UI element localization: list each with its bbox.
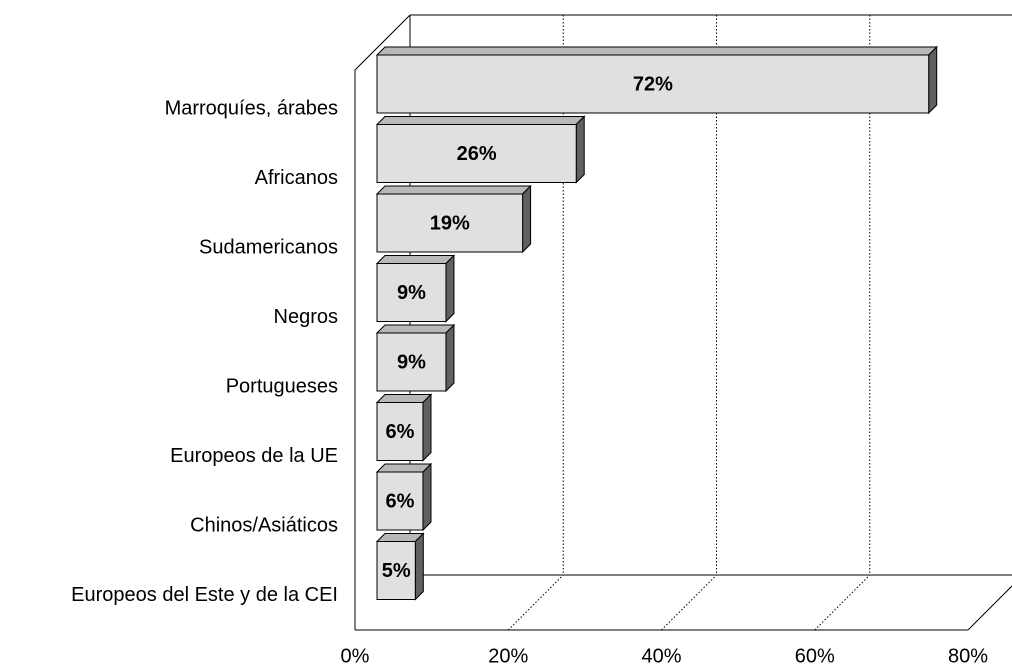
grid-line — [507, 574, 564, 631]
grid-line — [661, 574, 717, 631]
grid-line — [814, 574, 871, 631]
category-label: Africanos — [255, 167, 338, 189]
x-tick-label: 60% — [795, 645, 835, 667]
value-label: 9% — [397, 282, 426, 304]
x-tick-label: 20% — [488, 645, 528, 667]
value-label: 19% — [430, 212, 470, 234]
bar-side — [445, 323, 455, 393]
bar-side — [575, 115, 585, 184]
bar-top — [375, 463, 433, 473]
bar — [376, 332, 447, 392]
bar — [376, 193, 524, 253]
bar — [376, 471, 424, 531]
value-label: 72% — [633, 73, 673, 95]
bar-side — [414, 532, 424, 601]
bar — [376, 124, 577, 183]
bar — [376, 263, 447, 322]
bar — [376, 541, 416, 600]
value-label: 26% — [457, 143, 497, 165]
bar-top — [375, 394, 433, 403]
floor-right — [967, 585, 1012, 631]
category-label: Chinos/Asiáticos — [190, 514, 338, 536]
category-label: Marroquíes, árabes — [165, 97, 338, 119]
value-label: 5% — [382, 560, 411, 582]
side-wall — [354, 14, 411, 630]
bar-side — [422, 462, 432, 532]
bar-side — [928, 45, 938, 115]
bar-side — [445, 254, 455, 323]
bar-side — [522, 184, 532, 254]
bar-top — [375, 116, 586, 125]
bar-top — [375, 255, 456, 264]
bar-top — [375, 46, 938, 56]
value-label: 9% — [397, 351, 426, 373]
value-label: 6% — [386, 421, 415, 443]
category-label: Europeos del Este y de la CEI — [71, 584, 338, 606]
category-label: Europeos de la UE — [170, 445, 338, 467]
category-label: Sudamericanos — [199, 236, 338, 258]
value-label: 6% — [386, 490, 415, 512]
category-label: Portugueses — [226, 375, 338, 397]
bar — [376, 54, 930, 114]
bar-top — [375, 185, 532, 195]
bar-side — [422, 393, 432, 462]
bar-top — [375, 324, 456, 334]
category-label: Negros — [274, 306, 338, 328]
x-tick-label: 0% — [341, 645, 370, 667]
x-tick-label: 80% — [948, 645, 988, 667]
bar — [376, 402, 424, 461]
x-tick-label: 40% — [641, 645, 681, 667]
